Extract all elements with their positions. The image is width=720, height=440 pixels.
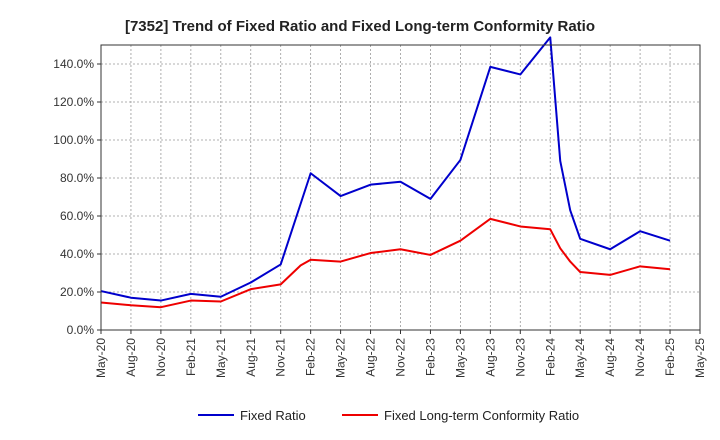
x-tick-label: Feb-23 [423,338,437,376]
grid-lines [100,45,701,331]
x-tick-label: Aug-22 [364,338,378,377]
series-line-fixed-ratio [100,36,671,302]
x-tick-label: May-24 [573,338,587,378]
x-tick-label: Nov-21 [274,338,288,377]
y-tick-label: 0.0% [67,323,95,337]
x-tick-label: Nov-22 [394,338,408,377]
y-tick-label: 80.0% [60,171,94,185]
y-tick-label: 20.0% [60,285,94,299]
series-lines [100,36,671,309]
x-tick-label: Nov-23 [513,338,527,377]
x-tick-label: May-25 [693,338,707,378]
series-line-fixed-long-term-conformity-ratio [100,217,671,309]
x-tick-label: May-23 [453,338,467,378]
plot-area [101,45,700,330]
x-tick-label: Feb-24 [543,338,557,376]
x-tick-label: Aug-21 [244,338,258,377]
x-tick-label: May-20 [94,338,108,378]
x-tick-label: Aug-23 [483,338,497,377]
y-tick-label: 140.0% [53,57,94,71]
legend-label: Fixed Ratio [240,408,306,423]
chart-title: [7352] Trend of Fixed Ratio and Fixed Lo… [125,18,595,35]
x-tick-label: Feb-22 [304,338,318,376]
x-tick-label: Feb-21 [184,338,198,376]
y-axis: 0.0% 20.0% 40.0% 60.0% 80.0% 100.0% 120.0% 140.… [53,57,101,337]
x-tick-label: Nov-24 [633,338,647,377]
x-tick-label: Nov-20 [154,338,168,377]
y-tick-label: 100.0% [53,133,94,147]
x-tick-label: Aug-20 [124,338,138,377]
y-tick-label: 120.0% [53,95,94,109]
x-tick-label: May-22 [334,338,348,378]
x-axis: May-20 Aug-20 Nov-20 Feb-21 May-21 Aug-21 Nov-… [94,330,707,378]
legend-label: Fixed Long-term Conformity Ratio [384,408,579,423]
y-tick-label: 40.0% [60,247,94,261]
x-tick-label: May-21 [214,338,228,378]
x-tick-label: Aug-24 [603,338,617,377]
x-tick-label: Feb-25 [663,338,677,376]
y-tick-label: 60.0% [60,209,94,223]
legend: Fixed Ratio Fixed Long-term Conformity Ra… [198,408,579,423]
